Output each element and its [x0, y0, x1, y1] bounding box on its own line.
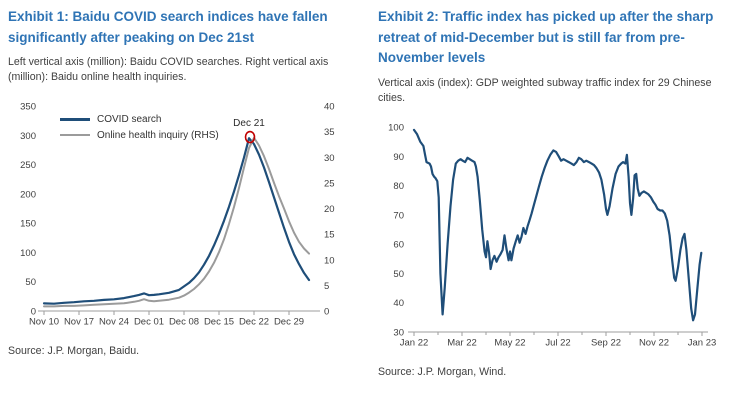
svg-text:300: 300 [20, 131, 36, 142]
svg-text:50: 50 [393, 269, 404, 280]
svg-text:Jan 22: Jan 22 [400, 337, 429, 348]
svg-text:Nov 10: Nov 10 [29, 317, 59, 328]
covid-search-chart: Nov 10 Nov 17 Nov 24 Dec 01 Dec 08 Dec 15 Dec … [20, 102, 335, 328]
svg-text:Dec 01: Dec 01 [134, 317, 164, 328]
svg-text:0: 0 [31, 307, 36, 318]
svg-text:35: 35 [324, 127, 335, 138]
svg-text:Nov 24: Nov 24 [99, 317, 129, 328]
svg-text:10: 10 [324, 255, 335, 266]
svg-text:20: 20 [324, 204, 335, 215]
svg-text:40: 40 [324, 102, 335, 113]
svg-text:5: 5 [324, 281, 329, 292]
peak-marker-red-circle [244, 130, 256, 144]
subway-traffic-chart: Jan 22 Mar 22 May 22 Jul 22 Sep 22 Nov 22 Jan … [388, 122, 717, 348]
svg-text:70: 70 [393, 210, 404, 221]
covid-search-line-swatch [60, 117, 90, 121]
covid-search-line [42, 137, 311, 305]
exhibit-2-title: Exhibit 2: Traffic index has picked up a… [378, 9, 714, 66]
exhibit-2-source: Source: J.P. Morgan, Wind. [378, 365, 507, 378]
online-health-inquiry-rhs-line [43, 136, 310, 308]
svg-text:250: 250 [20, 160, 36, 171]
svg-text:40: 40 [393, 298, 404, 309]
svg-text:100: 100 [20, 248, 36, 259]
exhibit-2-panel: Exhibit 2: Traffic index has picked up a… [370, 0, 740, 417]
svg-text:May 22: May 22 [494, 337, 525, 348]
svg-text:Mar 22: Mar 22 [447, 337, 477, 348]
svg-text:30: 30 [393, 327, 404, 338]
svg-text:Dec 22: Dec 22 [239, 317, 269, 328]
svg-text:25: 25 [324, 178, 335, 189]
chart-legend: COVID search Online health inquiry (RHS) [60, 111, 219, 143]
exhibit-1-source: Source: J.P. Morgan, Baidu. [8, 345, 140, 358]
svg-text:350: 350 [20, 102, 36, 113]
peak-annotation-label: Dec 21 [233, 118, 265, 129]
exhibit-1-chart-area: Nov 10 Nov 17 Nov 24 Dec 01 Dec 08 Dec 15 Dec … [8, 91, 358, 343]
legend-label-covid-search: COVID search [97, 113, 162, 125]
legend-label-health-inquiry: Online health inquiry (RHS) [97, 129, 219, 141]
svg-text:50: 50 [25, 277, 36, 288]
svg-text:Nov 17: Nov 17 [64, 317, 94, 328]
svg-text:150: 150 [20, 219, 36, 230]
svg-text:30: 30 [324, 153, 335, 164]
health-inquiry-line-swatch [60, 134, 90, 137]
svg-text:Dec 15: Dec 15 [204, 317, 234, 328]
svg-text:Dec 08: Dec 08 [169, 317, 199, 328]
svg-text:Jul 22: Jul 22 [545, 337, 570, 348]
legend-item-health-inquiry: Online health inquiry (RHS) [60, 127, 219, 143]
exhibit-1-subtitle: Left vertical axis (million): Baidu COVI… [8, 56, 329, 84]
svg-text:60: 60 [393, 239, 404, 250]
svg-text:Nov 22: Nov 22 [639, 337, 669, 348]
svg-text:80: 80 [393, 181, 404, 192]
svg-text:100: 100 [388, 122, 404, 133]
exhibit-2-chart-area: Jan 22 Mar 22 May 22 Jul 22 Sep 22 Nov 22 Jan … [378, 112, 728, 364]
svg-text:15: 15 [324, 230, 335, 241]
legend-item-covid-search: COVID search [60, 111, 219, 127]
svg-text:Jan 23: Jan 23 [688, 337, 717, 348]
svg-text:Dec 29: Dec 29 [274, 317, 304, 328]
svg-text:90: 90 [393, 151, 404, 162]
svg-text:200: 200 [20, 189, 36, 200]
svg-text:Sep 22: Sep 22 [591, 337, 621, 348]
svg-text:0: 0 [324, 307, 329, 318]
exhibit-1-panel: Exhibit 1: Baidu COVID search indices ha… [8, 9, 358, 358]
exhibit-2-subtitle: Vertical axis (index): GDP weighted subw… [378, 76, 712, 104]
exhibit-1-title: Exhibit 1: Baidu COVID search indices ha… [8, 9, 328, 45]
subway-traffic-index-line [412, 128, 703, 322]
